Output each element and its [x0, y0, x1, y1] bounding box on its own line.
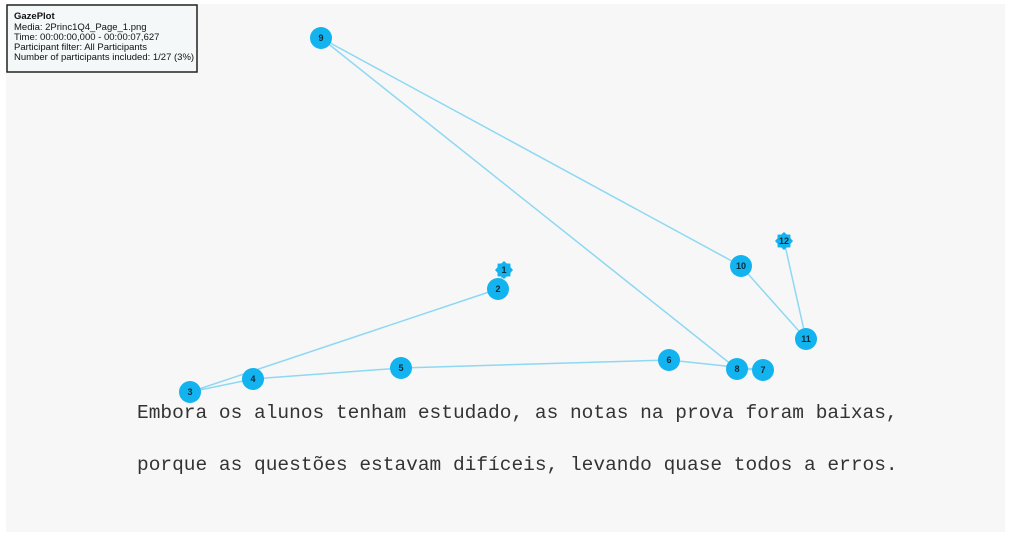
fixation-label: 12: [779, 236, 789, 246]
fixation: [242, 368, 264, 390]
fixation-label: 7: [760, 365, 765, 375]
info-line: Media: 2Princ1Q4_Page_1.png: [14, 22, 147, 33]
fixation-label: 10: [736, 261, 746, 271]
info-box: [6, 4, 198, 73]
saccade: [320, 37, 738, 370]
stimulus-line: Embora os alunos tenham estudado, as not…: [137, 402, 898, 424]
fixation: [775, 232, 793, 250]
saccade: [189, 288, 499, 393]
info-line: Number of participants included: 1/27 (3…: [14, 52, 194, 63]
fixation-label: 1: [501, 265, 506, 275]
saccade: [783, 240, 807, 340]
info-line: Participant filter: All Participants: [14, 42, 147, 53]
saccade: [252, 367, 402, 380]
fixation: [487, 278, 509, 300]
fixation: [726, 358, 748, 380]
fixation-label: 3: [187, 387, 192, 397]
info-line: Time: 00:00:00,000 - 00:00:07,627: [14, 32, 159, 43]
fixation-label: 8: [734, 364, 739, 374]
info-title: GazePlot: [14, 11, 55, 22]
fixation: [730, 255, 752, 277]
fixation: [179, 381, 201, 403]
fixation-label: 6: [666, 355, 671, 365]
saccade: [400, 359, 670, 369]
fixation-label: 5: [398, 363, 403, 373]
saccade: [740, 265, 807, 340]
stimulus-line: porque as questões estavam difíceis, lev…: [137, 454, 898, 476]
fixation-label: 11: [801, 334, 811, 344]
fixation: [310, 27, 332, 49]
saccade: [320, 37, 742, 267]
fixation-label: 4: [250, 374, 255, 384]
fixation-label: 9: [318, 33, 323, 43]
fixation: [752, 359, 774, 381]
fixation-label: 2: [495, 284, 500, 294]
fixation: [390, 357, 412, 379]
fixation: [495, 261, 513, 279]
fixation: [795, 328, 817, 350]
fixation: [658, 349, 680, 371]
